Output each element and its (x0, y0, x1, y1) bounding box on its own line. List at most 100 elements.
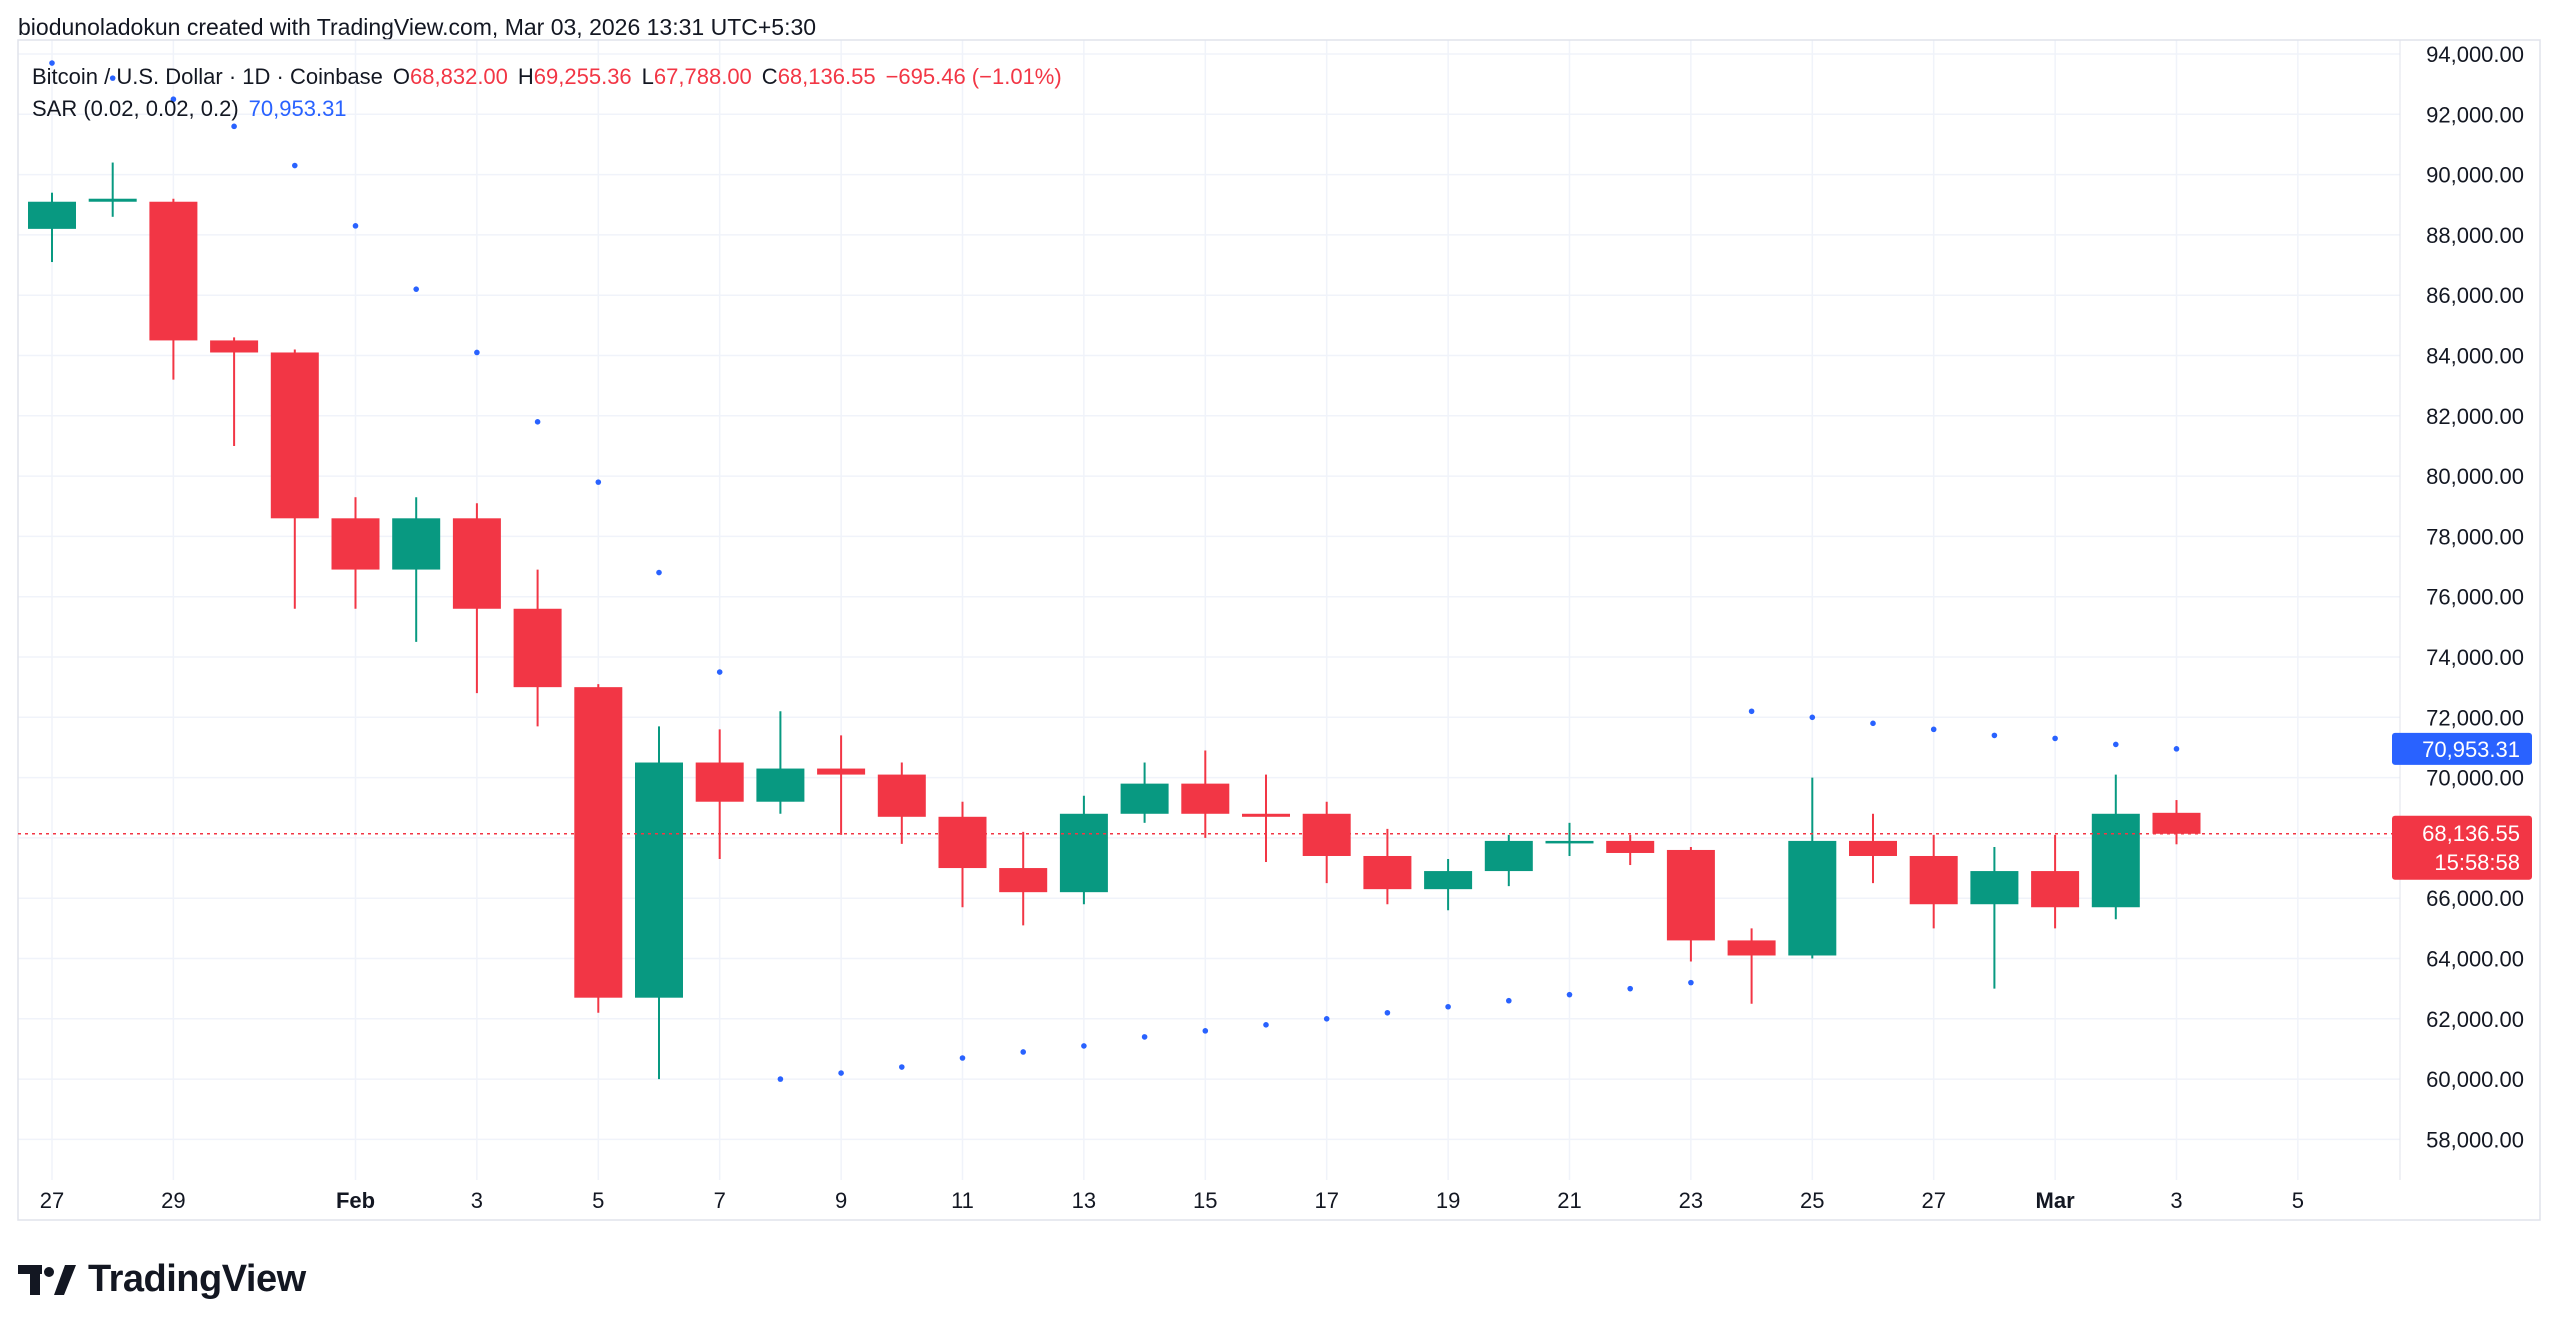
candle-body (2031, 871, 2080, 908)
price-tick-label: 80,000.00 (2426, 464, 2524, 489)
sar-dot (1323, 1016, 1330, 1022)
symbol-title: Bitcoin / U.S. Dollar · 1D · Coinbase (32, 64, 383, 89)
candle-down (2152, 800, 2201, 845)
price-tick-label: 74,000.00 (2426, 645, 2524, 670)
sar-dot (777, 1076, 784, 1082)
sar-dots (49, 60, 2180, 1082)
time-tick-label: 25 (1800, 1188, 1824, 1213)
open-value: 68,832.00 (410, 64, 508, 89)
open-label: O (392, 64, 411, 89)
candle-down (1909, 834, 1958, 929)
price-tick-label: 64,000.00 (2426, 947, 2524, 972)
sar-dot (2173, 746, 2180, 752)
candle-down (938, 801, 987, 908)
time-tick-label: 3 (471, 1188, 483, 1213)
candle-body (1484, 840, 1533, 872)
price-tick-label: 66,000.00 (2426, 886, 2524, 911)
tradingview-logo[interactable]: TradingView (18, 1258, 306, 1301)
time-tick-label: 5 (592, 1188, 604, 1213)
last-price-tag: 68,136.55 15:58:58 (2392, 815, 2532, 880)
close-label: C (761, 64, 778, 89)
symbol-legend[interactable]: Bitcoin / U.S. Dollar · 1D · Coinbase O68… (32, 64, 1062, 90)
sar-dot (1566, 991, 1573, 998)
indicator-value: 70,953.31 (248, 96, 347, 121)
sar-dot (413, 286, 420, 292)
candle-up (635, 726, 683, 1080)
sar-dot (1445, 1003, 1451, 1010)
sar-tag-bg (2392, 732, 2532, 765)
candle-body (513, 608, 562, 688)
candle-body (392, 518, 441, 570)
sar-dot (1020, 1049, 1026, 1055)
candle-body (88, 198, 137, 202)
candle-up (1970, 846, 2019, 989)
sar-dot (2052, 735, 2058, 742)
sar-dot (1870, 720, 1876, 727)
sar-dot (1627, 985, 1633, 992)
chart-frame (17, 39, 2541, 1221)
candle-body (210, 340, 259, 353)
candle-up (756, 711, 805, 814)
candles (28, 162, 2201, 1080)
sar-dot (534, 419, 541, 425)
sar-dot (2113, 741, 2119, 748)
sar-dot (716, 669, 723, 675)
candle-body (28, 201, 76, 229)
candle-down (149, 198, 198, 380)
sar-dot (595, 479, 602, 485)
price-tick-label: 72,000.00 (2426, 705, 2524, 730)
change-value: −695.46 (−1.01%) (885, 64, 1062, 89)
sar-tag-value: 70,953.31 (2422, 737, 2520, 762)
time-axis[interactable]: 27 29 Feb 3 5 7 9 11 13 15 17 19 21 23 25 27 Mar 3 5 (40, 1188, 2304, 1213)
sar-dot (1081, 1043, 1087, 1049)
sar-dot (1263, 1022, 1269, 1028)
candle-up (1545, 822, 1594, 856)
candle-body (452, 518, 501, 609)
sar-dot (1748, 708, 1755, 715)
time-tick-label: 27 (1921, 1188, 1945, 1213)
sar-dot (352, 223, 359, 229)
price-tick-label: 94,000.00 (2426, 42, 2524, 67)
candle-body (574, 687, 623, 998)
price-tick-label: 78,000.00 (2426, 524, 2524, 549)
candle-up (2091, 774, 2140, 920)
sar-dot (899, 1064, 905, 1070)
candle-up (1484, 834, 1533, 887)
candle-body (938, 816, 987, 869)
time-tick-label: 5 (2292, 1188, 2304, 1213)
sar-dot (1930, 726, 1937, 733)
sar-dot (1809, 714, 1816, 721)
indicator-legend[interactable]: SAR (0.02, 0.02, 0.2) 70,953.31 (32, 96, 347, 122)
high-value: 69,255.36 (533, 64, 632, 89)
candle-down (999, 831, 1048, 926)
sar-dot (838, 1070, 844, 1076)
candle-up (88, 162, 137, 217)
candle-body (756, 768, 805, 802)
time-tick-label: 7 (714, 1188, 726, 1213)
sar-dot (1384, 1009, 1391, 1016)
candle-body (1788, 840, 1837, 956)
price-tick-label: 92,000.00 (2426, 102, 2524, 127)
candle-body (2152, 812, 2201, 834)
candle-down (1302, 801, 1351, 884)
time-tick-label: 17 (1314, 1188, 1338, 1213)
indicator-title: SAR (0.02, 0.02, 0.2) (32, 96, 239, 121)
candle-up (1424, 859, 1473, 911)
candle-down (1727, 928, 1776, 1004)
chart-attribution: biodunoladokun created with TradingView.… (18, 14, 817, 40)
candle-body (635, 762, 683, 998)
high-label: H (517, 64, 534, 89)
time-tick-label: 13 (1072, 1188, 1096, 1213)
candle-body (1302, 813, 1351, 856)
time-tick-label: 3 (2170, 1188, 2182, 1213)
candle-body (1363, 855, 1412, 890)
sar-dot (959, 1055, 966, 1061)
candle-down (695, 729, 744, 860)
candle-body (877, 774, 926, 817)
candle-down (574, 684, 623, 1013)
price-tick-label: 84,000.00 (2426, 344, 2524, 369)
candle-body (695, 762, 744, 802)
price-axis[interactable]: 94,000.00 92,000.00 90,000.00 88,000.00 86,0… (2426, 42, 2524, 1152)
sar-price-tag: 70,953.31 (2392, 732, 2532, 765)
